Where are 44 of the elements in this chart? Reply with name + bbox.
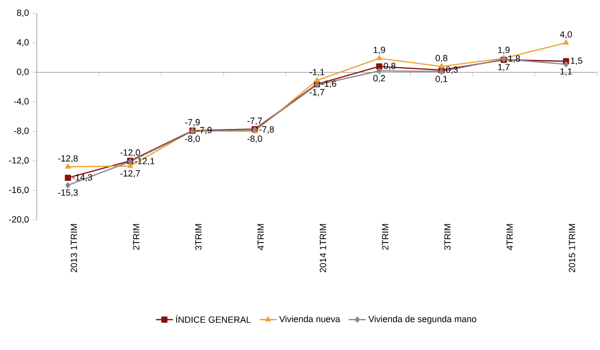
data-label: -15,3 bbox=[58, 189, 78, 197]
data-label: 1,9 bbox=[374, 46, 386, 54]
y-tick-label: -20,0 bbox=[9, 216, 29, 224]
x-tick-label: 3TRIM bbox=[195, 224, 202, 250]
data-label: -8,0 bbox=[247, 135, 262, 143]
data-label: 1,1 bbox=[560, 68, 572, 76]
y-tick-label: -4,0 bbox=[14, 98, 29, 106]
y-tick-label: 4,0 bbox=[16, 39, 29, 46]
x-tick-label: 2013 1TRIM bbox=[70, 224, 78, 272]
data-label: -12,7 bbox=[120, 170, 140, 178]
y-tick-label: -12,0 bbox=[9, 157, 29, 165]
data-label: -14,3 bbox=[72, 174, 92, 182]
y-tick-label: -8,0 bbox=[14, 128, 29, 136]
legend-label: Vivienda nueva bbox=[279, 316, 340, 322]
data-label: -1,7 bbox=[310, 89, 324, 96]
data-label: -7,9 bbox=[185, 119, 200, 126]
x-tick-label: 2015 1TRIM bbox=[568, 224, 576, 272]
x-tick-label: 3TRIM bbox=[444, 224, 451, 250]
data-label: 1,7 bbox=[498, 64, 510, 72]
data-label: 0,8 bbox=[436, 54, 448, 62]
data-label: -7,7 bbox=[247, 118, 262, 125]
legend-label: ÍNDICE GENERAL bbox=[176, 314, 251, 323]
data-label: -12,0 bbox=[120, 149, 140, 157]
y-tick-label: 0,0 bbox=[16, 68, 29, 76]
data-label: 0,2 bbox=[373, 74, 386, 82]
x-tick-label: 2TRIM bbox=[133, 224, 140, 250]
data-label: -12,8 bbox=[58, 155, 78, 163]
y-tick-label: 8,0 bbox=[16, 10, 29, 17]
y-tick-label: -16,0 bbox=[9, 186, 29, 194]
data-label: 0,1 bbox=[436, 76, 448, 84]
x-tick-label: 2TRIM bbox=[382, 224, 388, 250]
data-label: -8,0 bbox=[185, 135, 200, 143]
data-label: 1,5 bbox=[570, 58, 582, 65]
data-label: 4,0 bbox=[560, 31, 572, 39]
data-label: 1,8 bbox=[508, 55, 520, 63]
x-tick-label: 2014 1TRIM bbox=[320, 224, 326, 272]
data-label: -1,1 bbox=[310, 68, 324, 76]
data-label: 0,3 bbox=[446, 66, 458, 74]
legend-label: Vivienda de segunda mano bbox=[368, 316, 476, 324]
x-tick-label: 4TRIM bbox=[506, 224, 513, 250]
data-label: -1,6 bbox=[322, 80, 336, 88]
data-label: 1,9 bbox=[498, 46, 510, 54]
data-label: -7,8 bbox=[259, 126, 274, 134]
x-tick-label: 4TRIM bbox=[258, 224, 264, 250]
